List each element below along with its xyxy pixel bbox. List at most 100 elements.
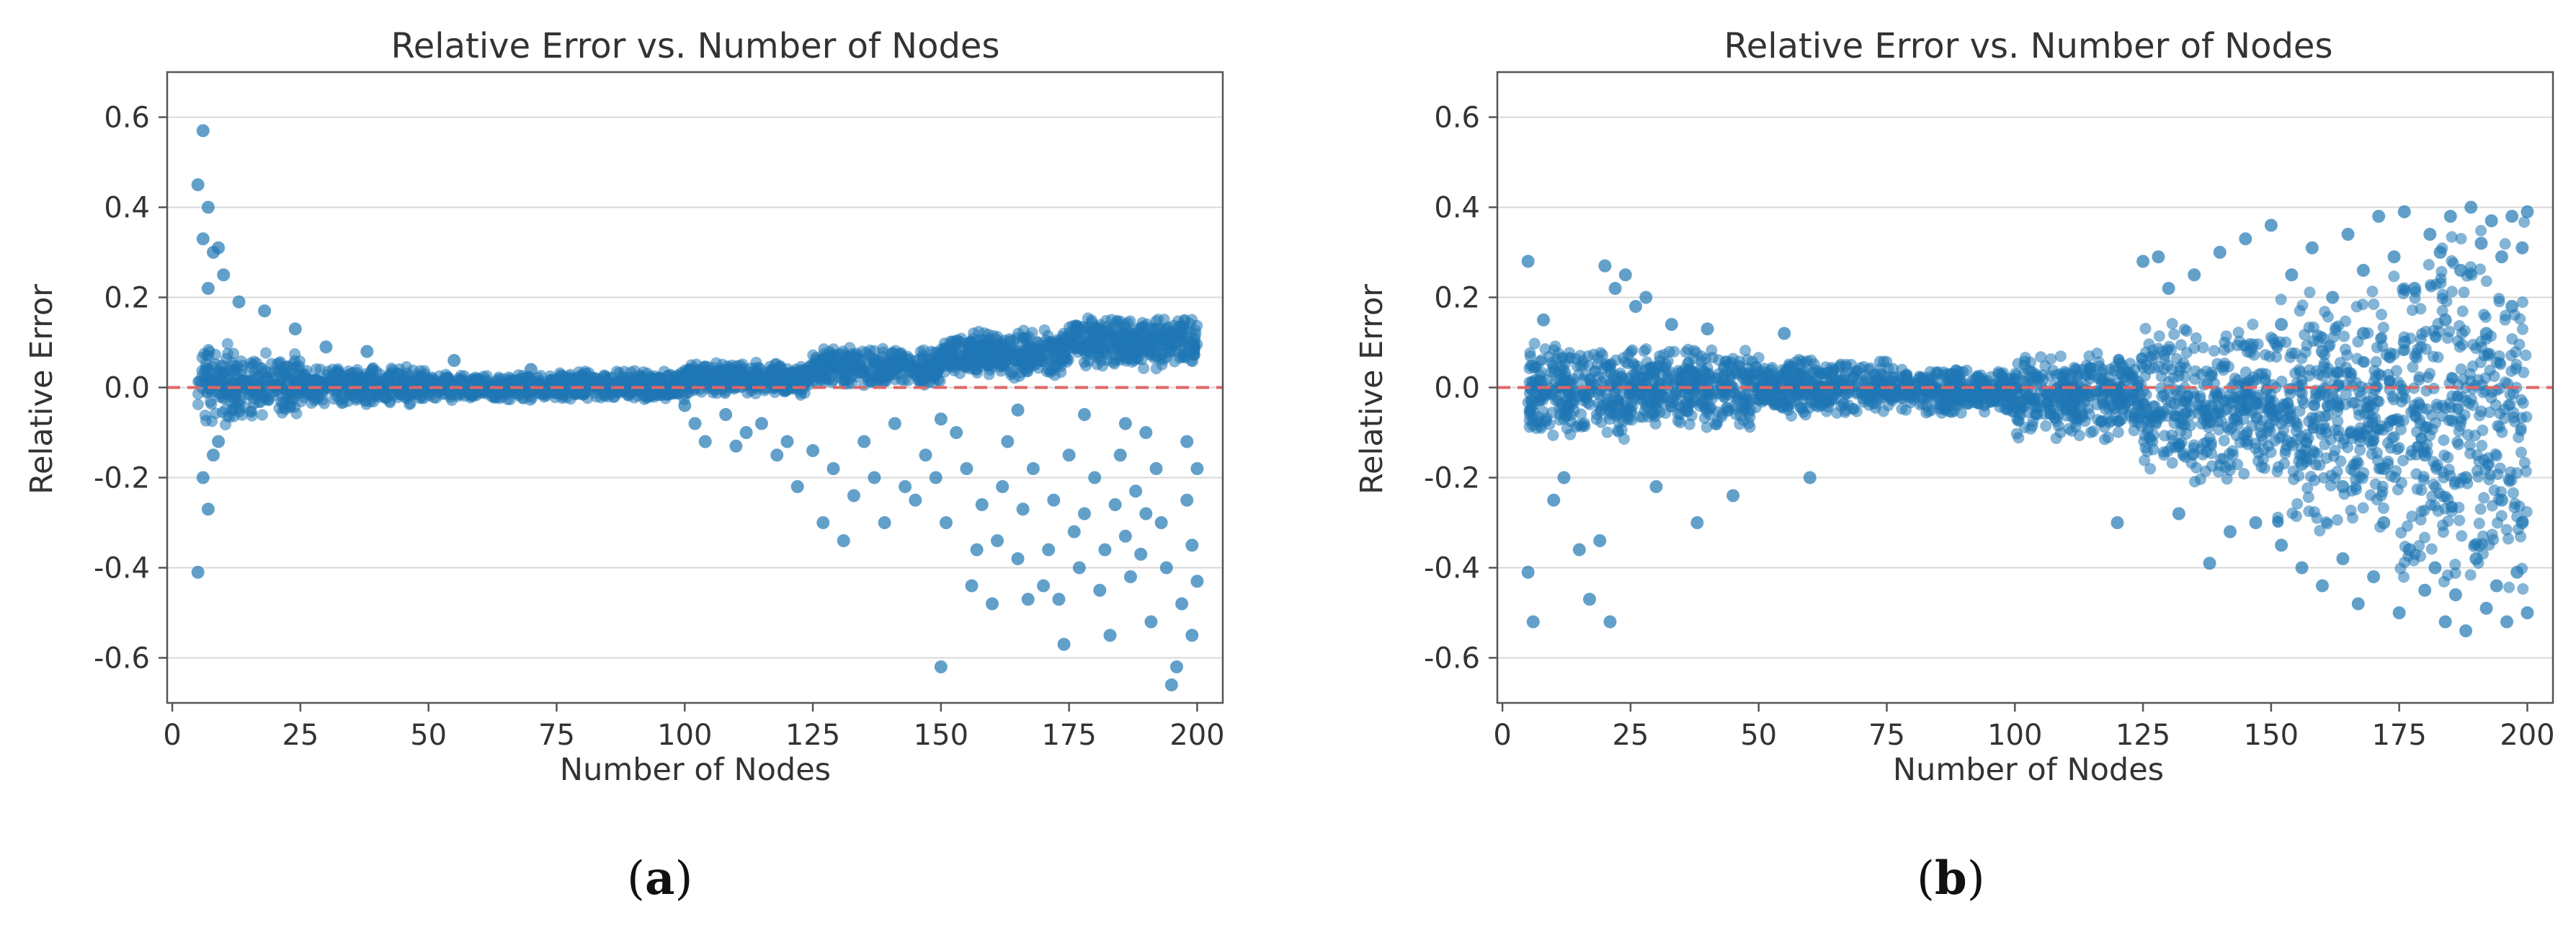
scatter-point bbox=[1613, 394, 1625, 406]
x-axis-label: Number of Nodes bbox=[560, 752, 831, 788]
scatter-point bbox=[1864, 362, 1876, 374]
scatter-point bbox=[1695, 355, 1708, 368]
scatter-point bbox=[1113, 448, 1127, 462]
scatter-point bbox=[886, 347, 898, 359]
scatter-point bbox=[756, 372, 768, 384]
x-tick-label: 25 bbox=[282, 719, 318, 752]
scatter-point bbox=[1984, 396, 1997, 408]
scatter-point bbox=[231, 360, 243, 372]
scatter-point bbox=[1851, 365, 1863, 377]
scatter-point bbox=[1149, 462, 1163, 475]
scatter-point bbox=[1524, 347, 1536, 359]
scatter-point bbox=[567, 373, 579, 385]
scatter-point bbox=[1549, 340, 1561, 353]
scatter-point bbox=[794, 369, 806, 381]
scatter-point bbox=[688, 417, 702, 430]
scatter-point bbox=[2168, 417, 2180, 429]
scatter-point bbox=[447, 354, 461, 367]
scatter-point bbox=[1834, 360, 1846, 372]
y-tick-label: 0.0 bbox=[104, 372, 150, 405]
scatter-point bbox=[200, 415, 212, 427]
scatter-point bbox=[1951, 394, 1963, 407]
y-tick-label: -0.4 bbox=[94, 552, 150, 585]
scatter-point bbox=[1156, 358, 1168, 371]
scatter-point bbox=[2153, 330, 2165, 342]
scatter-point bbox=[1057, 637, 1071, 651]
scatter-point bbox=[210, 407, 222, 420]
scatter-point bbox=[934, 660, 948, 673]
scatter-point bbox=[1562, 402, 1574, 414]
scatter-point bbox=[2067, 398, 2079, 410]
scatter-point bbox=[2139, 407, 2152, 420]
scatter-point bbox=[1529, 373, 1541, 386]
scatter-point bbox=[196, 232, 210, 246]
scatter-point bbox=[1662, 371, 1675, 384]
scatter-point bbox=[265, 366, 277, 378]
scatter-point bbox=[228, 410, 240, 422]
scatter-point bbox=[889, 362, 901, 374]
scatter-point bbox=[985, 597, 999, 611]
scatter-point bbox=[650, 388, 662, 400]
scatter-point bbox=[2056, 400, 2069, 412]
scatter-point bbox=[1190, 575, 1204, 588]
scatter-point bbox=[191, 565, 205, 579]
scatter-point bbox=[524, 363, 538, 376]
scatter-point bbox=[1577, 419, 1589, 431]
scatter-point bbox=[795, 360, 807, 373]
chart-title: Relative Error vs. Number of Nodes bbox=[391, 26, 1000, 66]
scatter-point bbox=[1706, 392, 1719, 404]
scatter-point bbox=[1716, 410, 1728, 422]
scatter-point bbox=[1069, 341, 1082, 353]
scatter-point bbox=[1077, 408, 1091, 421]
scatter-point bbox=[808, 358, 820, 371]
scatter-point bbox=[847, 353, 859, 366]
scatter-point bbox=[1107, 356, 1119, 368]
scatter-point bbox=[970, 543, 984, 557]
scatter-point bbox=[1917, 383, 1930, 395]
scatter-point bbox=[1896, 363, 1908, 376]
scatter-point bbox=[1098, 543, 1112, 557]
scatter-point bbox=[2178, 395, 2190, 407]
scatter-point bbox=[2218, 360, 2230, 373]
scatter-point bbox=[1547, 359, 1559, 371]
scatter-point bbox=[1961, 364, 1973, 376]
scatter-point bbox=[1139, 426, 1153, 439]
scatter-point bbox=[1690, 379, 1702, 391]
scatter-point bbox=[1077, 507, 1091, 521]
scatter-point bbox=[628, 373, 641, 385]
scatter-point bbox=[246, 409, 258, 422]
scatter-point bbox=[204, 396, 216, 408]
scatter-point bbox=[1526, 359, 1538, 371]
scatter-point bbox=[1132, 324, 1144, 337]
scatter-point bbox=[2108, 365, 2121, 377]
scatter-point bbox=[355, 377, 367, 389]
scatter-point bbox=[404, 397, 416, 409]
scatter-point bbox=[1769, 397, 1781, 409]
scatter-point bbox=[2112, 426, 2124, 438]
scatter-point bbox=[556, 392, 569, 404]
scatter-point bbox=[2102, 431, 2114, 443]
scatter-point bbox=[607, 371, 619, 384]
scatter-point bbox=[2155, 371, 2167, 383]
scatter-point bbox=[360, 368, 372, 380]
scatter-point bbox=[594, 383, 607, 395]
scatter-point bbox=[2211, 389, 2224, 402]
scatter-point bbox=[1185, 539, 1199, 552]
scatter-point bbox=[2013, 432, 2025, 444]
scatter-point bbox=[1108, 498, 1122, 511]
scatter-point bbox=[2226, 397, 2238, 409]
scatter-point bbox=[2035, 351, 2047, 363]
scatter-point bbox=[406, 384, 419, 396]
scatter-point bbox=[1934, 398, 1946, 410]
scatter-point bbox=[1995, 368, 2007, 380]
scatter-point bbox=[963, 353, 976, 366]
scatter-point bbox=[1790, 356, 1802, 368]
scatter-point bbox=[522, 386, 535, 398]
scatter-point bbox=[271, 358, 283, 370]
scatter-point bbox=[698, 435, 712, 448]
scatter-point bbox=[1575, 408, 1587, 420]
scatter-point bbox=[215, 380, 227, 392]
scatter-point bbox=[2158, 353, 2170, 366]
scatter-point bbox=[899, 480, 912, 493]
scatter-point bbox=[2079, 395, 2091, 407]
